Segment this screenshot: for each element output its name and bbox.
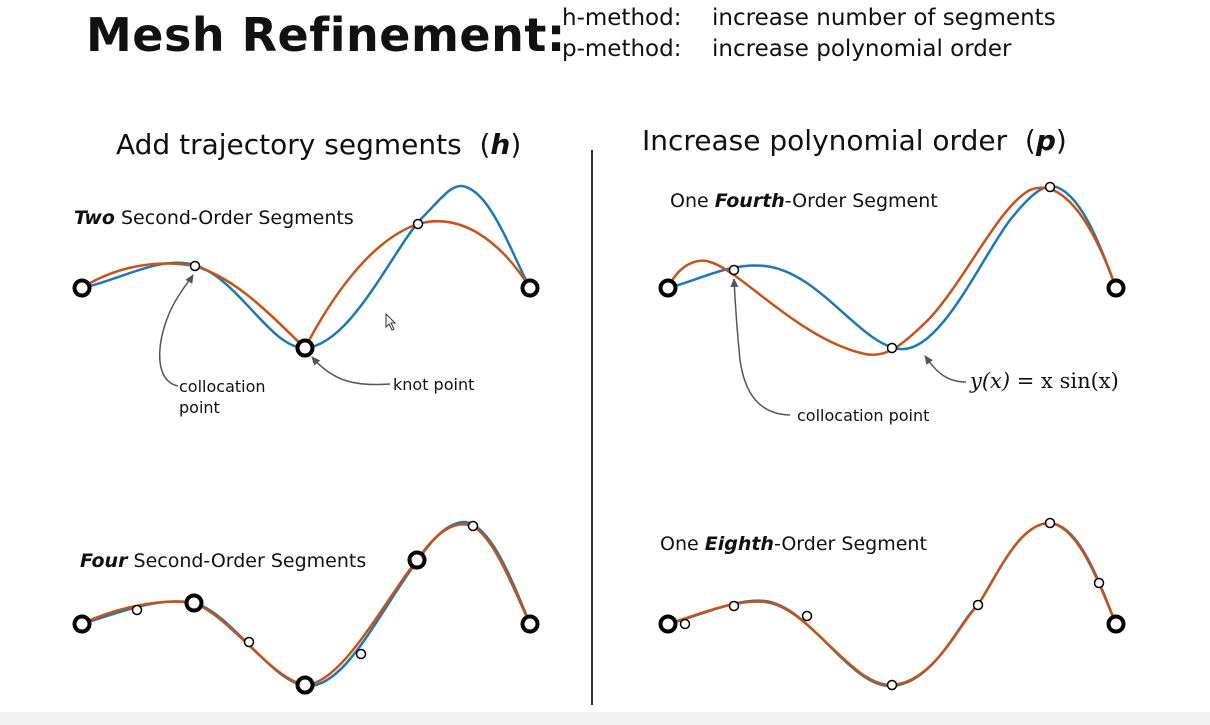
- equation-rhs: = x sin(x): [1016, 369, 1119, 393]
- collocation-point-marker: [886, 679, 898, 691]
- approx-curve: [81, 219, 532, 351]
- p-symbol: p: [1035, 124, 1056, 157]
- p-method-key: p-method:: [562, 36, 682, 62]
- collocation-point-marker: [467, 520, 479, 532]
- knot-point-marker: [295, 675, 315, 695]
- knot-point-marker: [72, 278, 92, 298]
- panel-divider: [591, 150, 593, 705]
- endpoint-marker: [1106, 278, 1126, 298]
- true-curve: [667, 184, 1118, 351]
- collocation-point-annotation: collocation point: [797, 406, 930, 425]
- knot-arrow: [311, 356, 391, 386]
- fourth-bold: Fourth: [714, 190, 785, 212]
- eighth-order-plot: [658, 517, 1126, 691]
- page-title: Mesh Refinement:: [86, 8, 566, 62]
- collocation-annotation-line1: collocation: [179, 377, 266, 396]
- four-segments-label: Four Second-Order Segments: [80, 550, 366, 572]
- two-rest: Second-Order Segments: [114, 207, 354, 229]
- knot-point-marker: [407, 550, 427, 570]
- true-curve: [81, 184, 532, 350]
- two-segments-label: Two Second-Order Segments: [74, 207, 354, 229]
- knot-point-marker: [520, 278, 540, 298]
- h-method-key: h-method:: [562, 5, 682, 31]
- collocation-point-marker: [1044, 517, 1056, 529]
- eighth-pre: One: [660, 533, 705, 555]
- collocation-arrow: [158, 274, 194, 387]
- approx-curve: [81, 523, 532, 687]
- collocation-point-marker: [679, 618, 691, 630]
- collocation-point-marker: [801, 610, 813, 622]
- fourth-pre: One: [670, 190, 715, 212]
- endpoint-marker: [658, 278, 678, 298]
- h-method-desc: increase number of segments: [712, 5, 1056, 31]
- collocation-point-marker: [412, 218, 424, 230]
- eighth-order-label: One Eighth-Order Segment: [660, 533, 927, 555]
- right-panel-title-text: Increase polynomial order: [642, 124, 1008, 157]
- equation-label: y(x) = x sin(x): [970, 369, 1119, 393]
- right-panel-title: Increase polynomial order (p): [642, 124, 1067, 157]
- fourth-rest: -Order Segment: [784, 190, 938, 212]
- equation-lhs: y(x): [970, 369, 1011, 393]
- collocation-point-marker: [131, 604, 143, 616]
- eighth-rest: -Order Segment: [773, 533, 927, 555]
- collocation-point-marker: [355, 648, 367, 660]
- two-bold: Two: [74, 207, 115, 229]
- footer-strip: [0, 712, 1210, 725]
- endpoint-marker: [1106, 614, 1126, 634]
- collocation-point-marker: [728, 264, 740, 276]
- knot-point-annotation: knot point: [393, 375, 475, 394]
- equation-arrow: [924, 355, 967, 383]
- four-segments-plot: [72, 520, 540, 695]
- collocation-point-marker: [189, 260, 201, 272]
- four-bold: Four: [80, 550, 128, 572]
- knot-point-marker: [295, 338, 315, 358]
- left-panel-title: Add trajectory segments (h): [116, 128, 522, 161]
- two-segments-plot: [72, 184, 540, 387]
- collocation-point-marker: [728, 600, 740, 612]
- p-method-line: p-method: increase polynomial order: [562, 36, 1012, 62]
- fourth-order-plot: [658, 181, 1126, 416]
- collocation-point-marker: [1044, 181, 1056, 193]
- endpoint-marker: [658, 614, 678, 634]
- approx-curve: [667, 521, 1118, 687]
- collocation-point-marker: [243, 636, 255, 648]
- collocation-point-marker: [1093, 577, 1105, 589]
- knot-point-marker: [72, 614, 92, 634]
- p-method-desc: increase polynomial order: [712, 36, 1012, 62]
- mouse-cursor-icon: [385, 312, 397, 331]
- collocation-point-marker: [972, 599, 984, 611]
- left-panel-title-text: Add trajectory segments: [116, 128, 462, 161]
- collocation-arrow: [730, 278, 791, 416]
- collocation-point-marker: [886, 342, 898, 354]
- h-method-line: h-method: increase number of segments: [562, 5, 1056, 31]
- collocation-annotation-line2: point: [179, 398, 220, 417]
- eighth-bold: Eighth: [704, 533, 774, 555]
- knot-point-marker: [520, 614, 540, 634]
- four-rest: Second-Order Segments: [127, 550, 367, 572]
- fourth-order-label: One Fourth-Order Segment: [670, 190, 938, 212]
- knot-point-marker: [184, 593, 204, 613]
- h-symbol: h: [490, 128, 511, 161]
